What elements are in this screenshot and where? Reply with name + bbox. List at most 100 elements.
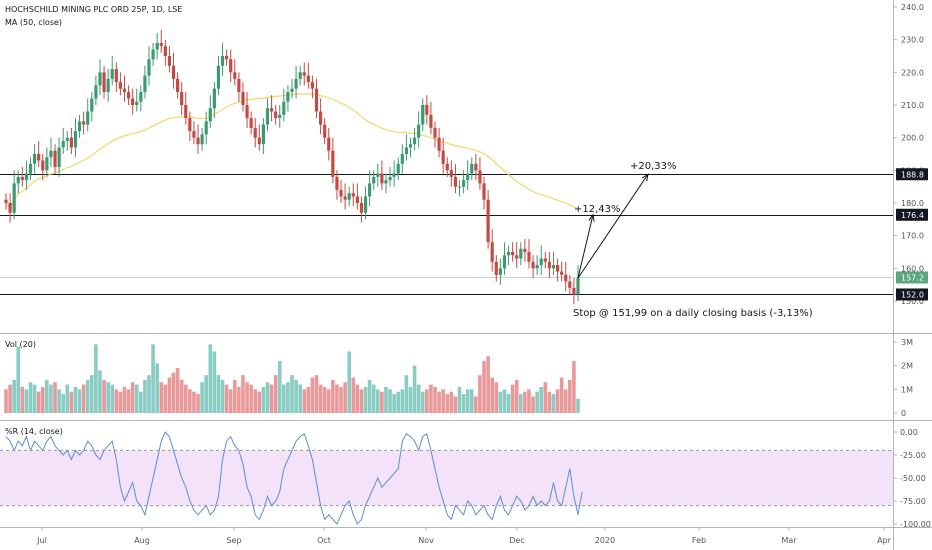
candle-body bbox=[335, 176, 339, 190]
annotation-stop: Stop @ 151,99 on a daily closing basis (… bbox=[573, 308, 813, 319]
volume-bar bbox=[547, 391, 552, 413]
volume-bar bbox=[298, 384, 302, 413]
candle-body bbox=[188, 118, 192, 132]
volume-bar bbox=[102, 379, 106, 413]
candle-body bbox=[65, 137, 69, 141]
candle-body bbox=[310, 82, 315, 89]
candles bbox=[4, 29, 580, 305]
candle-body bbox=[269, 108, 274, 112]
volume-bar bbox=[400, 389, 405, 413]
candle-body bbox=[204, 121, 208, 135]
candle-body bbox=[560, 271, 564, 275]
wr-line bbox=[5, 431, 583, 525]
volume-bar bbox=[163, 384, 168, 413]
volume-bar bbox=[269, 384, 274, 413]
volume-bar bbox=[543, 382, 548, 413]
volume-bar bbox=[57, 389, 61, 413]
volume-bar bbox=[514, 379, 519, 413]
candle-body bbox=[53, 150, 57, 168]
volume-bar bbox=[12, 379, 16, 413]
time-tick-label: Oct bbox=[317, 536, 331, 545]
candle-body bbox=[449, 170, 453, 177]
volume-bar bbox=[237, 386, 241, 413]
volume-bar bbox=[445, 394, 450, 413]
volume-bar bbox=[376, 389, 380, 413]
wr-tick-label: 0.00 bbox=[900, 428, 918, 437]
candle-body bbox=[400, 154, 404, 164]
volume-bar bbox=[40, 386, 45, 413]
volume-bar bbox=[130, 382, 135, 413]
candle-body bbox=[302, 72, 306, 76]
candle-body bbox=[143, 75, 147, 92]
volume-bar bbox=[175, 368, 180, 413]
candle-body bbox=[192, 131, 196, 138]
candle-body bbox=[355, 196, 359, 203]
volume-bar bbox=[61, 394, 65, 413]
volume-bar bbox=[265, 382, 270, 413]
volume-tick-label: 2M bbox=[901, 362, 913, 371]
candle-body bbox=[184, 105, 188, 119]
price-badge-label: 152.0 bbox=[901, 290, 924, 299]
candle-body bbox=[470, 163, 474, 174]
volume-bar bbox=[408, 386, 413, 413]
wr-legend: %R (14, close) bbox=[5, 427, 63, 436]
candle-body bbox=[576, 278, 580, 295]
volume-bar bbox=[339, 386, 343, 413]
candle-body bbox=[314, 88, 319, 112]
candle-body bbox=[339, 189, 343, 197]
volume-bar bbox=[188, 389, 192, 413]
volume-bar bbox=[273, 375, 278, 413]
price-badge-label: 176.4 bbox=[901, 211, 924, 220]
volume-bar bbox=[216, 375, 221, 413]
candle-body bbox=[404, 147, 408, 154]
volume-bar bbox=[425, 389, 429, 413]
volume-bar bbox=[77, 389, 82, 413]
volume-bar bbox=[384, 386, 388, 413]
candle-body bbox=[37, 154, 41, 161]
wr-tick-label: -100.00 bbox=[900, 520, 931, 529]
volume-bar bbox=[457, 386, 462, 413]
time-tick-label: Dec bbox=[509, 536, 524, 545]
candle-body bbox=[298, 72, 302, 79]
candle-body bbox=[474, 163, 478, 171]
candle-body bbox=[351, 193, 355, 197]
price-tick-label: 150.0 bbox=[901, 297, 924, 306]
candle-body bbox=[306, 75, 310, 83]
time-tick-label: Mar bbox=[781, 536, 797, 545]
volume-bar bbox=[253, 389, 258, 413]
candle-body bbox=[135, 101, 139, 105]
ma-legend: MA (50, close) bbox=[5, 18, 62, 27]
arrow-target-2-head bbox=[641, 173, 649, 182]
candle-body bbox=[114, 69, 118, 83]
wr-band-fill bbox=[0, 450, 893, 506]
volume-bar bbox=[294, 379, 298, 413]
volume-bar bbox=[139, 391, 143, 413]
candle-body bbox=[323, 124, 327, 138]
volume-bar bbox=[8, 384, 12, 413]
candle-body bbox=[131, 98, 135, 105]
candle-body bbox=[94, 85, 98, 99]
candle-body bbox=[331, 150, 335, 177]
volume-bar bbox=[388, 389, 392, 413]
volume-bar bbox=[171, 372, 176, 413]
price-tick-label: 160.0 bbox=[901, 264, 924, 273]
volume-bar bbox=[147, 375, 151, 413]
candle-body bbox=[180, 91, 184, 105]
volume-bar bbox=[183, 384, 188, 413]
volume-axis: 3M 2M 1M 0 bbox=[893, 338, 913, 418]
candle-body bbox=[151, 49, 155, 60]
volume-bar bbox=[506, 394, 511, 413]
candle-body bbox=[462, 180, 466, 187]
candle-body bbox=[412, 137, 417, 145]
candle-body bbox=[294, 78, 298, 89]
candle-body bbox=[86, 111, 90, 125]
volume-bar bbox=[90, 375, 94, 413]
candle-body bbox=[159, 42, 163, 47]
volume-bar bbox=[555, 389, 560, 413]
candle-body bbox=[486, 199, 490, 243]
volume-bar bbox=[277, 360, 282, 413]
candle-body bbox=[453, 176, 458, 187]
candle-body bbox=[139, 91, 143, 102]
candle-body bbox=[445, 163, 449, 171]
volume-bar bbox=[73, 386, 78, 413]
